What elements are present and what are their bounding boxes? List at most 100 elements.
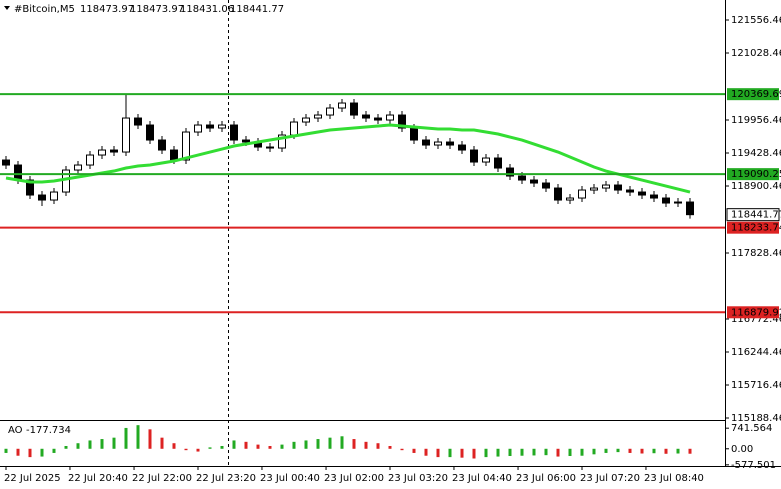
- ao-bar: [664, 448, 668, 454]
- ao-bar: [688, 448, 692, 454]
- level-label: 119090.25: [731, 169, 781, 180]
- x-tick-label: 23 Jul 07:20: [580, 473, 640, 484]
- level-box: [727, 88, 779, 101]
- candle-body: [134, 117, 142, 126]
- candle-body: [530, 179, 538, 184]
- x-tick-label: 23 Jul 06:00: [516, 473, 576, 484]
- candle-body: [518, 175, 526, 181]
- y-tick-label: 115188.46: [731, 413, 781, 424]
- candle-body: [542, 182, 550, 189]
- candle-body: [182, 131, 190, 161]
- symbol: #Bitcoin,M5: [14, 4, 75, 15]
- y-tick-label: 116244.46: [731, 347, 781, 358]
- x-tick-label: 23 Jul 03:20: [388, 473, 448, 484]
- ao-name: AO: [8, 425, 23, 436]
- y-tick-label: 115716.46: [731, 380, 781, 391]
- ao-bar: [496, 448, 500, 457]
- ao-bar: [472, 448, 476, 459]
- ao-bar: [52, 448, 56, 453]
- ao-bar: [316, 439, 320, 449]
- ao-bar: [28, 448, 32, 458]
- ao-bar: [184, 448, 188, 451]
- candle-body: [398, 114, 406, 129]
- level-box: [727, 168, 779, 181]
- candle-body: [650, 194, 658, 199]
- current-price-box: [726, 208, 780, 222]
- y-tick-label: 121028.46: [731, 48, 781, 59]
- ao-bar: [568, 448, 572, 456]
- candle-body: [458, 144, 466, 151]
- candle-body: [38, 194, 46, 201]
- candle-body: [446, 141, 454, 146]
- candle-body: [110, 149, 118, 153]
- x-tick-label: 22 Jul 20:40: [68, 473, 128, 484]
- ao-bar: [16, 448, 20, 456]
- ao-bar: [100, 439, 104, 449]
- candle-body: [470, 149, 478, 163]
- candle-body: [578, 189, 586, 199]
- current-price-label: 118441.77: [731, 210, 781, 221]
- candle-body: [506, 167, 514, 177]
- candle-body: [122, 117, 130, 153]
- level-box: [727, 306, 779, 319]
- ao-tick-label: 0.00: [731, 444, 753, 455]
- ao-bar: [460, 448, 464, 458]
- candle-body: [494, 157, 502, 169]
- y-tick-label: 121556.46: [731, 15, 781, 26]
- candle-body: [602, 184, 610, 189]
- header-price: 118441.77: [230, 4, 284, 15]
- candle-body: [566, 197, 574, 201]
- candle-body: [662, 197, 670, 204]
- candle-body: [410, 127, 418, 141]
- candle-body: [194, 124, 202, 133]
- candle-body: [98, 149, 106, 156]
- candle-body: [326, 107, 334, 116]
- ao-bar: [400, 448, 404, 451]
- x-tick-label: 22 Jul 2025: [4, 473, 61, 484]
- ao-bar: [232, 440, 236, 449]
- y-tick-label: 118900.46: [731, 181, 781, 192]
- x-tick-label: 22 Jul 23:20: [196, 473, 256, 484]
- ao-tick-label: 741.564: [731, 423, 772, 434]
- ao-bar: [352, 439, 356, 449]
- y-tick-label: 116772.46: [731, 314, 781, 325]
- ao-bar: [208, 447, 212, 449]
- candle-body: [50, 191, 58, 201]
- ao-bar: [592, 448, 596, 455]
- ao-bar: [436, 448, 440, 458]
- ao-bar: [256, 444, 260, 449]
- ao-bar: [268, 446, 272, 449]
- candle-body: [170, 149, 178, 161]
- x-tick-label: 23 Jul 04:40: [452, 473, 512, 484]
- level-label: 120369.69: [731, 89, 781, 100]
- y-tick-label: 117828.46: [731, 248, 781, 259]
- ao-bar: [160, 437, 164, 449]
- ao-bar: [172, 443, 176, 449]
- ao-bar: [196, 448, 200, 452]
- candle-body: [434, 141, 442, 146]
- ao-bar: [412, 448, 416, 453]
- level-box: [727, 221, 779, 234]
- ao-bar: [112, 437, 116, 449]
- x-tick-label: 23 Jul 00:40: [260, 473, 320, 484]
- candle-body: [242, 139, 250, 143]
- ao-bar: [388, 446, 392, 449]
- candle-body: [230, 124, 238, 141]
- candle-body: [374, 117, 382, 121]
- candle-body: [158, 139, 166, 151]
- ao-bar: [676, 448, 680, 454]
- ao-bar: [244, 441, 248, 449]
- candle-body: [614, 184, 622, 191]
- ao-bar: [652, 448, 656, 454]
- ao-bar: [484, 448, 488, 458]
- candle-body: [266, 146, 274, 149]
- ao-bar: [340, 436, 344, 449]
- header-price: 118473.97: [80, 4, 134, 15]
- candle-body: [218, 124, 226, 129]
- ao-bar: [424, 448, 428, 456]
- candle-body: [26, 179, 34, 196]
- candle-body: [74, 164, 82, 171]
- x-tick-label: 23 Jul 02:00: [324, 473, 384, 484]
- ao-bar: [136, 425, 140, 449]
